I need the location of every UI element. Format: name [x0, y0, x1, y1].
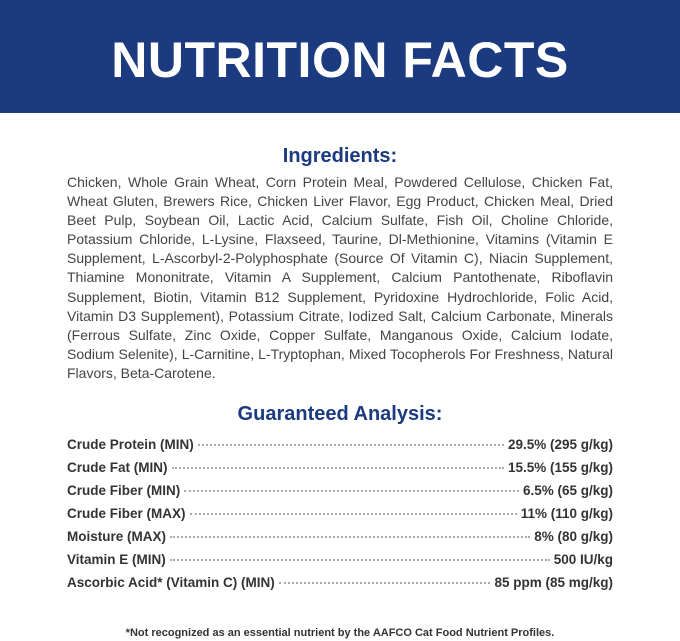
analysis-row: Vitamin E (MIN) 500 IU/kg [67, 552, 613, 575]
analysis-row: Crude Fiber (MAX) 11% (110 g/kg) [67, 506, 613, 529]
nutrient-value: 85 ppm (85 mg/kg) [494, 575, 613, 590]
nutrient-label: Crude Protein (MIN) [67, 437, 194, 452]
nutrient-value: 29.5% (295 g/kg) [507, 437, 613, 452]
nutrient-label: Ascorbic Acid* (Vitamin C) (MIN) [67, 575, 275, 590]
nutrient-label: Crude Fat (MIN) [67, 460, 168, 475]
analysis-row: Ascorbic Acid* (Vitamin C) (MIN) 85 ppm (… [67, 575, 613, 598]
nutrient-value: 500 IU/kg [553, 552, 613, 567]
nutrient-label: Vitamin E (MIN) [67, 552, 166, 567]
dot-leader [189, 513, 517, 515]
analysis-table: Crude Protein (MIN) 29.5% (295 g/kg) Crude… [67, 437, 613, 598]
dot-leader [169, 559, 550, 561]
dot-leader [197, 444, 504, 446]
ingredients-heading: Ingredients: [282, 145, 398, 167]
nutrient-value: 15.5% (155 g/kg) [507, 460, 613, 475]
nutrient-label: Crude Fiber (MIN) [67, 483, 181, 498]
analysis-row: Moisture (MAX) 8% (80 g/kg) [67, 529, 613, 552]
ingredients-text: Chicken, Whole Grain Wheat, Corn Protein… [67, 174, 613, 381]
analysis-row: Crude Fat (MIN) 15.5% (155 g/kg) [67, 460, 613, 483]
footnote: *Not recognized as an essential nutrient… [125, 627, 555, 639]
nutrient-label: Crude Fiber (MAX) [67, 506, 186, 521]
analysis-row: Crude Protein (MIN) 29.5% (295 g/kg) [67, 437, 613, 460]
nutrient-value: 8% (80 g/kg) [534, 529, 613, 544]
nutrient-label: Moisture (MAX) [67, 529, 166, 544]
dot-leader [170, 536, 531, 538]
analysis-heading: Guaranteed Analysis: [237, 403, 443, 425]
nutrient-value: 11% (110 g/kg) [520, 506, 613, 521]
nutrient-value: 6.5% (65 g/kg) [522, 483, 613, 498]
dot-leader [184, 490, 519, 492]
header-band: NUTRITION FACTS [0, 0, 680, 113]
title: NUTRITION FACTS [111, 32, 569, 88]
dot-leader [171, 467, 504, 469]
dot-leader [278, 582, 491, 584]
analysis-row: Crude Fiber (MIN) 6.5% (65 g/kg) [67, 483, 613, 506]
